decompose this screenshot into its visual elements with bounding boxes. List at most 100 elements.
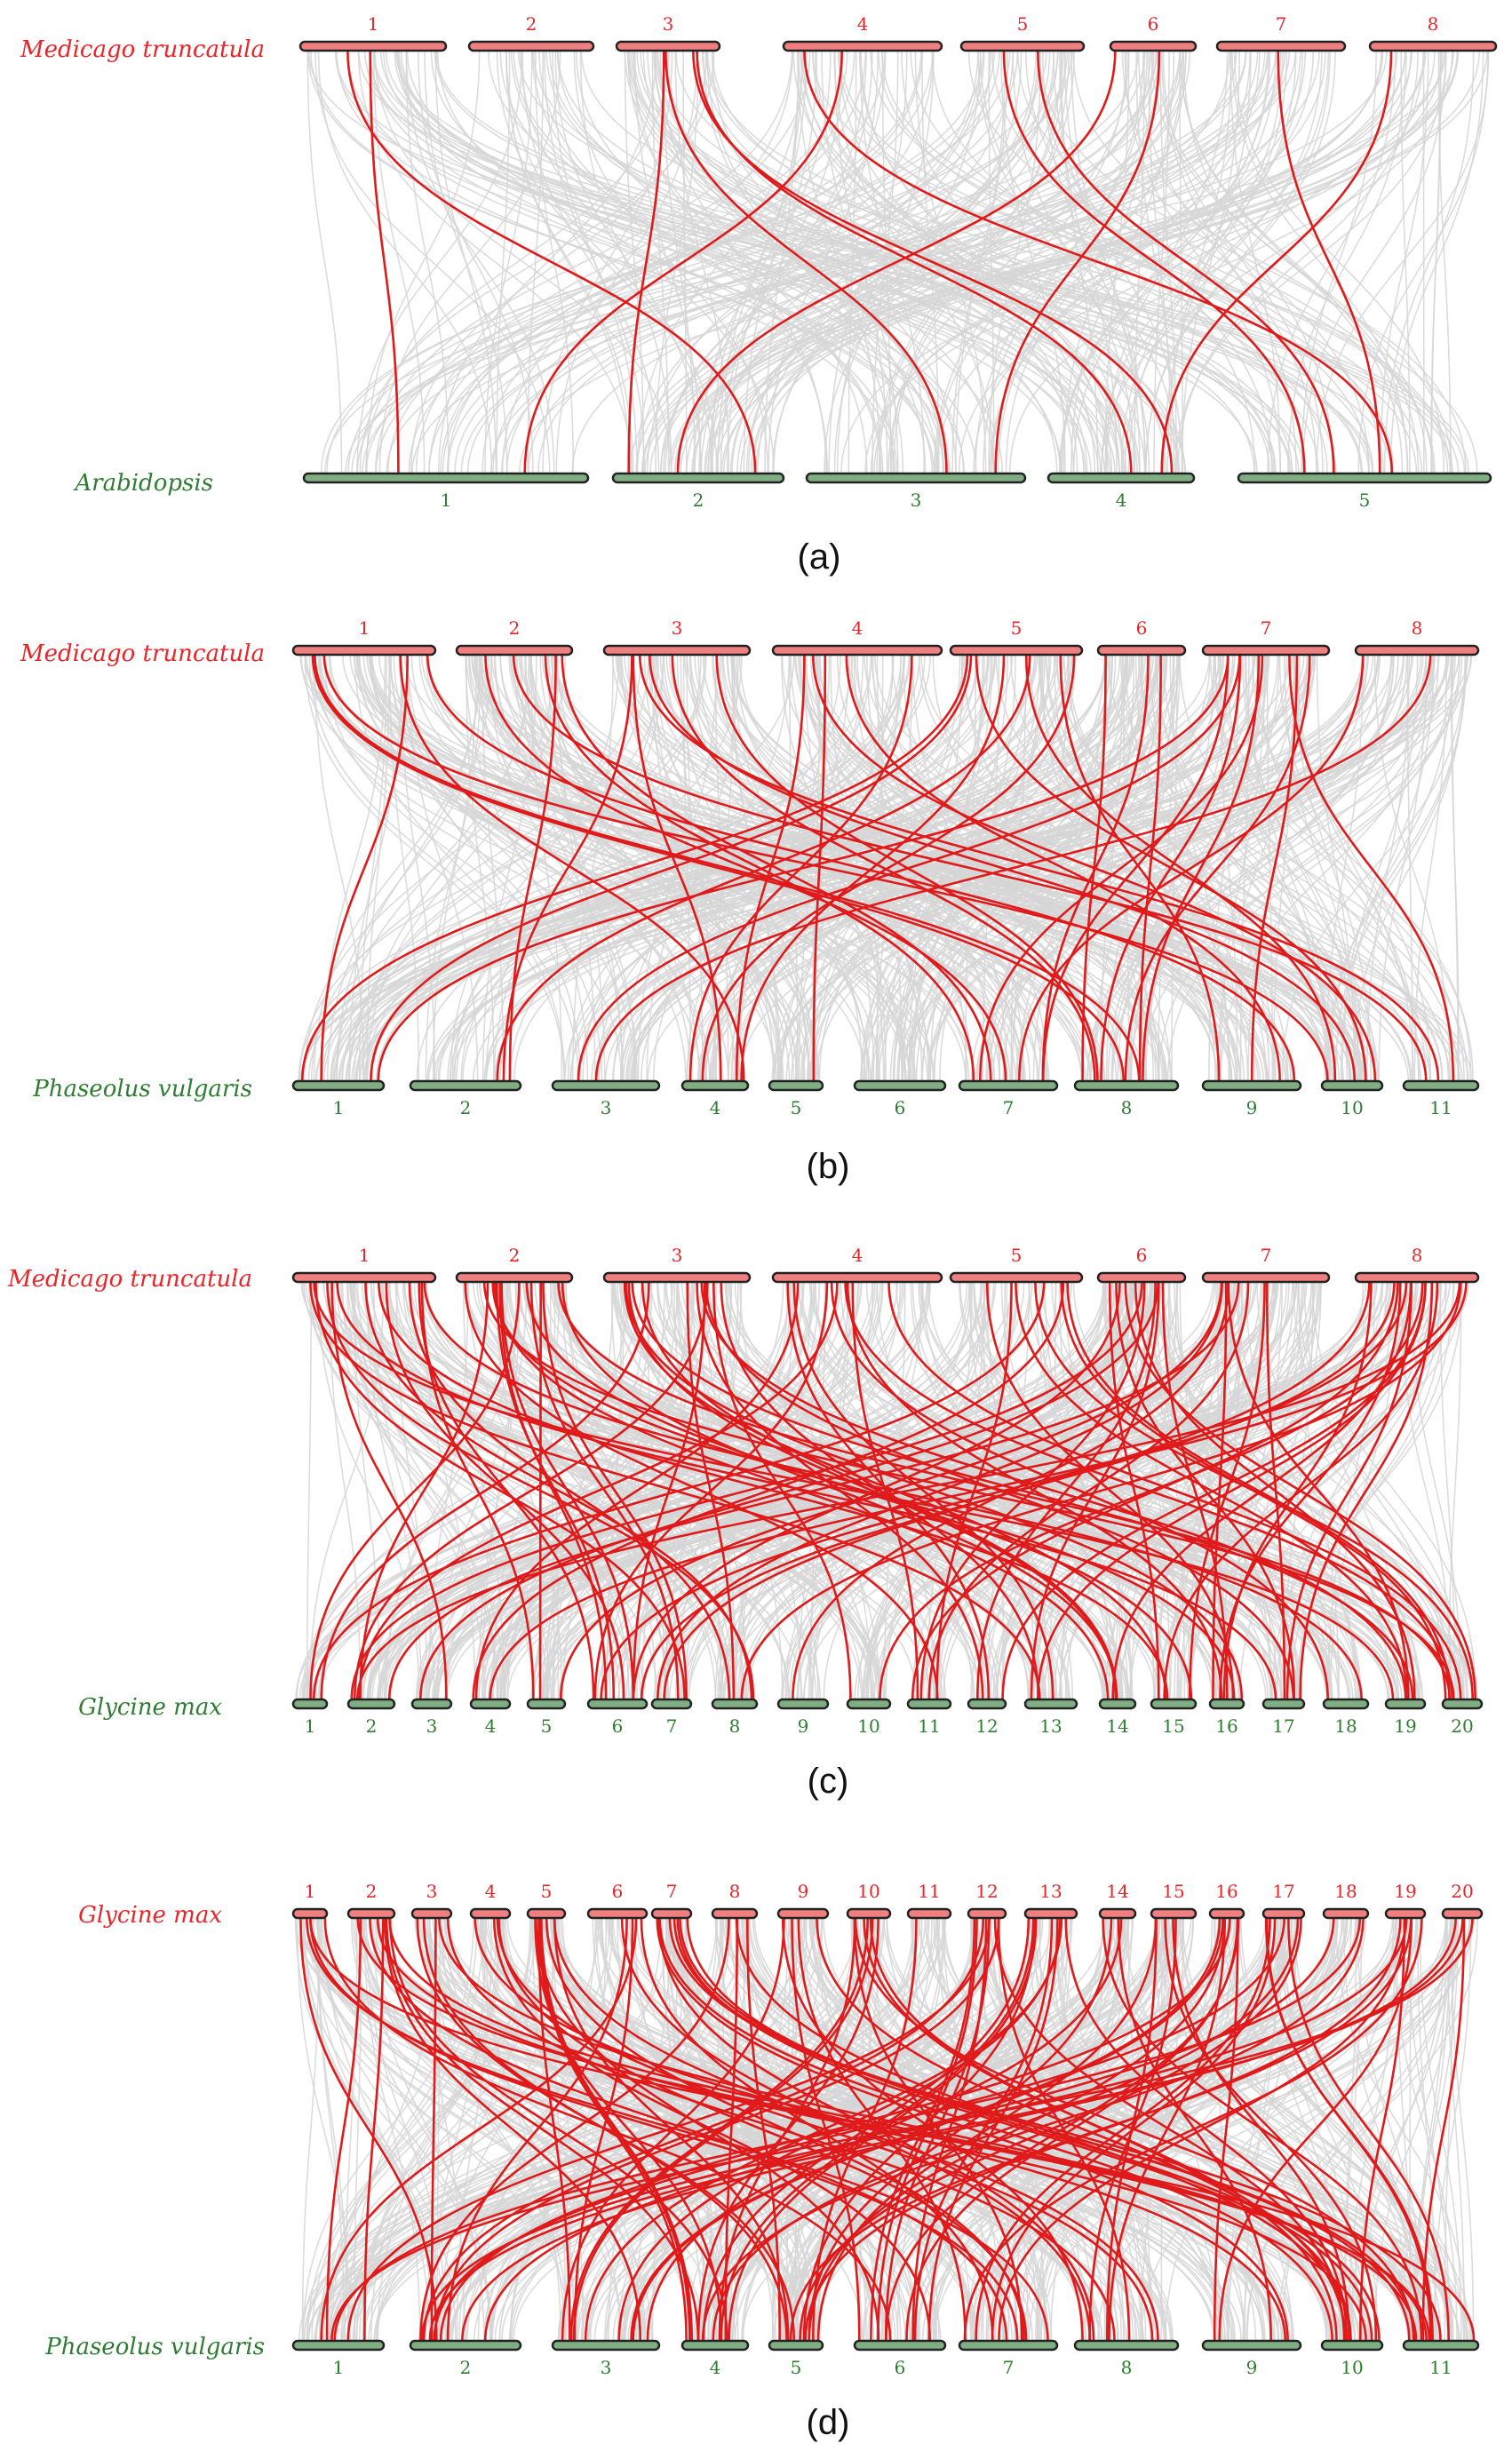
gray-link — [1150, 654, 1270, 1082]
bottom-chromosome-label: 20 — [1451, 1715, 1473, 1737]
red-link — [540, 1917, 693, 2342]
gray-link — [686, 654, 1238, 1082]
gray-link — [301, 1917, 320, 2342]
gray-link — [1383, 50, 1475, 474]
gray-link — [514, 1281, 1327, 1700]
bottom-chromosome-bar — [409, 1079, 522, 1092]
gray-link — [1281, 654, 1467, 1082]
gray-link — [901, 50, 1125, 474]
gray-link — [1144, 654, 1261, 1082]
bottom-chromosome-bar — [1320, 1079, 1384, 1092]
red-link — [419, 1281, 1159, 1700]
top-chromosome-label: 8 — [1412, 617, 1423, 639]
gray-link — [394, 50, 1086, 474]
gray-link — [1295, 654, 1414, 1082]
gray-link — [579, 50, 672, 474]
chromosome-labels: 1 2 3 4 5 6 7 8 1 2 3 4 5 6 7 8 9 10 11 — [333, 617, 1452, 1118]
red-link — [1142, 654, 1261, 1082]
red-link — [676, 50, 1117, 474]
gray-link — [317, 1917, 570, 2342]
bottom-chromosome-bar — [853, 2339, 947, 2352]
gray-link — [967, 50, 1436, 474]
red-link — [830, 1281, 1329, 1700]
gray-link — [315, 1281, 863, 1700]
red-link — [330, 1917, 1474, 2342]
red-link — [692, 50, 1174, 474]
gray-link — [535, 50, 575, 474]
top-chromosome-label: 7 — [1261, 617, 1272, 639]
red-link — [572, 1917, 874, 2342]
red-link — [384, 1917, 642, 2342]
gray-link — [329, 654, 1083, 1082]
top-chromosome-label: 4 — [485, 1881, 497, 1902]
red-link — [781, 1917, 1084, 2342]
gray-link — [1064, 1281, 1265, 1700]
top-chromosome-label: 16 — [1215, 1881, 1237, 1902]
red-link — [1030, 1281, 1160, 1700]
bottom-chromosome-bar — [776, 1698, 830, 1710]
red-link — [594, 654, 1432, 1082]
panel-a: 1 2 3 4 5 6 7 8 1 2 3 4 5 Medicago truncatula Arabid… — [20, 13, 1498, 577]
bottom-chromosome-label: 9 — [1246, 2357, 1258, 2378]
gray-link — [554, 50, 702, 474]
top-chromosome-bars — [291, 1271, 1480, 1284]
gray-link — [427, 1281, 968, 1700]
gray-link — [1044, 1281, 1128, 1700]
bottom-chromosome-label: 4 — [710, 1097, 721, 1118]
gray-link — [370, 1281, 791, 1700]
red-link — [1124, 654, 1311, 1082]
bottom-chromosome-label: 5 — [541, 1715, 553, 1737]
gray-link — [927, 1281, 1298, 1700]
bottom-chromosome-bar — [1073, 1079, 1180, 1092]
gray-link — [1446, 1917, 1466, 2342]
red-link — [919, 1281, 1146, 1700]
red-synteny-links — [300, 654, 1455, 1082]
red-link — [631, 1281, 1414, 1700]
gray-link — [480, 1917, 1033, 2342]
red-link — [1219, 1281, 1402, 1700]
red-link — [746, 1917, 781, 2342]
gray-link — [385, 50, 1370, 474]
gray-link — [1121, 50, 1370, 474]
red-link — [320, 654, 409, 1082]
gray-link — [649, 50, 1488, 474]
top-species-label: Medicago truncatula — [20, 36, 265, 63]
red-link — [313, 1281, 1395, 1700]
top-chromosome-label: 1 — [368, 13, 379, 35]
gray-link — [1433, 1917, 1472, 2342]
red-link — [712, 1917, 1300, 2342]
top-chromosome-bar — [615, 40, 721, 52]
panel-c: 1 2 3 4 5 6 7 81 2 3 4 5 6 7 8 9 10 11 12 13 14 15 16 17 18 19 20 … — [7, 1245, 1484, 1801]
gray-link — [366, 50, 481, 474]
red-link — [498, 1281, 608, 1700]
red-link — [422, 1917, 788, 2342]
red-link — [994, 50, 1161, 474]
red-link — [863, 1917, 1347, 2342]
gray-link — [706, 50, 1459, 474]
top-chromosome-bar — [602, 1271, 752, 1284]
gray-link — [405, 50, 555, 474]
gray-link — [677, 50, 1160, 474]
red-link — [346, 1917, 991, 2342]
gray-link — [997, 50, 1187, 474]
gray-link — [445, 1917, 644, 2342]
red-link — [426, 654, 1296, 1082]
gray-link — [887, 50, 1130, 474]
red-link — [740, 1281, 1462, 1700]
bottom-chromosome-label: 13 — [1039, 1715, 1062, 1737]
bottom-chromosome-label: 5 — [1359, 489, 1371, 511]
red-link — [537, 1917, 571, 2342]
bottom-chromosome-label: 11 — [1429, 1097, 1452, 1118]
gray-link — [655, 654, 816, 1082]
top-chromosome-label: 17 — [1272, 1881, 1294, 1902]
red-link — [975, 1917, 1271, 2342]
top-chromosome-label: 18 — [1334, 1881, 1357, 1902]
gray-link — [1231, 50, 1409, 474]
gray-link — [527, 50, 1158, 474]
red-link — [502, 654, 633, 1082]
gray-link — [1101, 50, 1425, 474]
red-link — [656, 1917, 1289, 2342]
top-chromosome-label: 5 — [541, 1881, 553, 1902]
bottom-chromosome-bar — [1098, 1698, 1137, 1710]
red-link — [323, 1917, 892, 2342]
